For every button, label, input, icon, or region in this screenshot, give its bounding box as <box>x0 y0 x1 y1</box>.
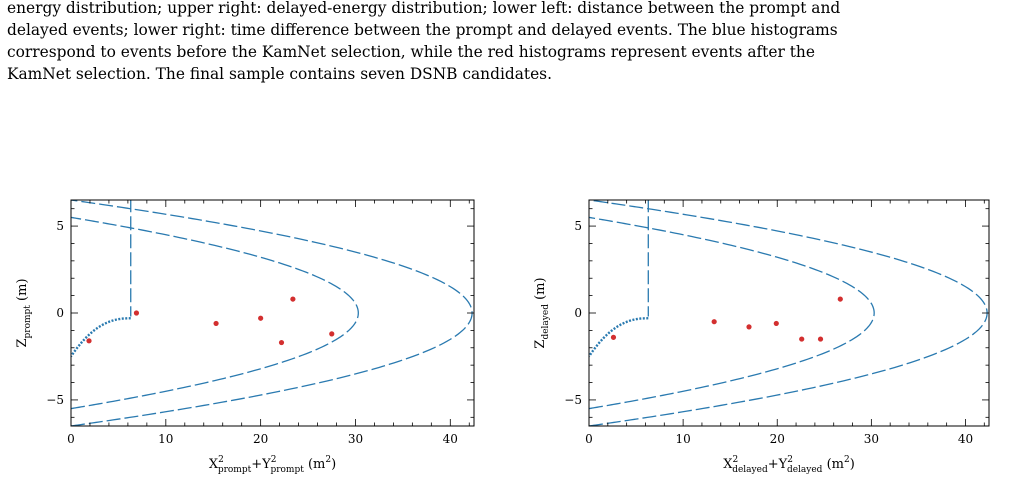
x-tick-label: 0 <box>585 432 593 446</box>
y-tick-label: −5 <box>564 393 582 407</box>
y-tick-label: 5 <box>574 219 582 233</box>
x-tick-label: 40 <box>958 432 973 446</box>
y-tick-label: 0 <box>574 306 582 320</box>
data-point <box>290 296 296 302</box>
data-point <box>278 339 285 346</box>
x-tick-label: 10 <box>675 432 690 446</box>
plot-area <box>71 200 473 426</box>
y-axis-label: Zdelayed (m) <box>533 277 551 348</box>
x-tick-label: 30 <box>864 432 879 446</box>
data-point <box>817 336 824 342</box>
data-point <box>746 324 752 330</box>
knee-cut-curve <box>71 317 131 358</box>
inner-boundary-curve <box>589 216 875 410</box>
x-tick-label: 40 <box>443 432 458 446</box>
x-tick-label: 20 <box>770 432 785 446</box>
y-tick-label: −5 <box>46 393 64 407</box>
data-point <box>837 296 843 302</box>
data-point <box>610 334 617 340</box>
y-tick-label: 0 <box>56 306 64 320</box>
x-tick-label: 30 <box>348 432 363 446</box>
x-axis-label: X2 delayed+Y2 delayed (m2) <box>723 455 855 475</box>
figure: 0 10 20 30 40 −5 0 5 X2 prompt+Y2 prompt (m2) Zprom… <box>0 190 1034 480</box>
data-point <box>258 315 264 321</box>
data-point <box>213 320 219 327</box>
caption-line: delayed events; lower right: time differ… <box>7 21 838 39</box>
data-point <box>86 338 92 344</box>
caption-line: energy distribution; upper right: delaye… <box>7 0 841 17</box>
x-tick-label: 10 <box>158 432 173 446</box>
data-point <box>133 310 140 316</box>
inner-boundary-curve <box>71 216 359 410</box>
y-axis-label: Zprompt (m) <box>15 278 33 347</box>
x-tick-label: 0 <box>67 432 75 446</box>
data-point <box>329 331 335 337</box>
y-tick-label: 5 <box>56 219 64 233</box>
caption-line: KamNet selection. The final sample conta… <box>7 65 552 83</box>
x-axis-label: X2 prompt+Y2 prompt (m2) <box>209 455 336 475</box>
data-point <box>773 320 779 327</box>
chart-panel-1: 0 10 20 30 40 −5 0 5 X2 prompt+Y2 prompt (m2) Zprom… <box>15 199 475 475</box>
figure-caption: energy distribution; upper right: delaye… <box>7 0 1027 85</box>
knee-cut-curve <box>589 317 649 358</box>
data-point <box>711 319 717 325</box>
x-tick-label: 20 <box>253 432 268 446</box>
plot-area <box>589 200 988 426</box>
figure-svg: 0 10 20 30 40 −5 0 5 X2 prompt+Y2 prompt (m2) Zprom… <box>15 199 990 475</box>
data-point <box>799 336 805 342</box>
chart-panel-2: 0 10 20 30 40 −5 0 5 X2 delayed+Y2 delayed (m2) Zde… <box>533 199 990 475</box>
caption-line: correspond to events before the KamNet s… <box>7 43 815 61</box>
